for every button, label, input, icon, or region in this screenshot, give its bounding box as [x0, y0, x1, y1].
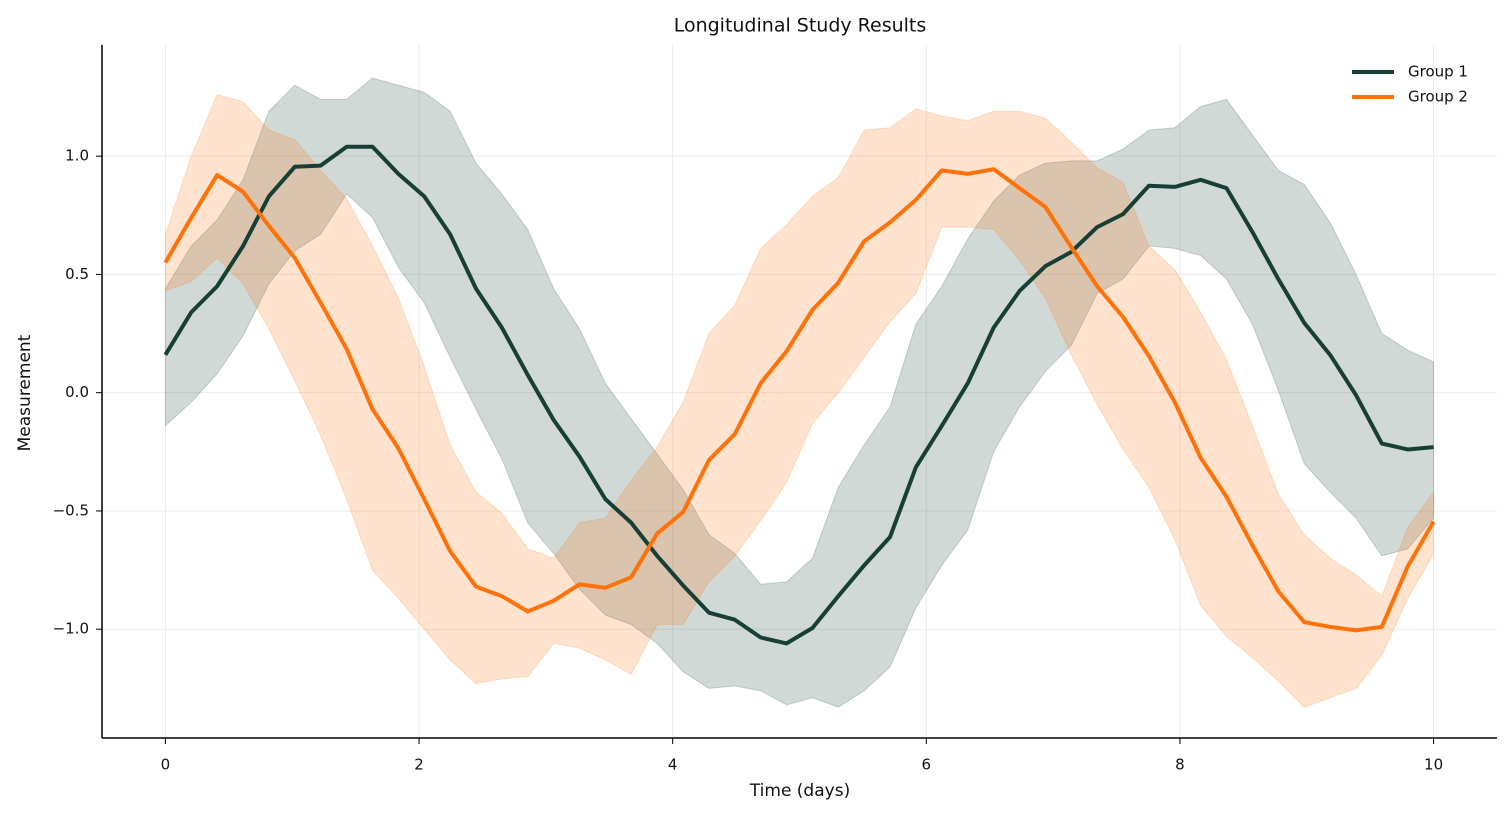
legend-label: Group 2	[1408, 88, 1468, 106]
y-tick-label: 0.0	[65, 383, 89, 401]
series-line	[163, 144, 1434, 646]
x-tick-label: 6	[922, 756, 932, 774]
series-line	[163, 167, 1436, 633]
legend-label: Group 1	[1408, 63, 1468, 81]
y-axis-label: Measurement	[15, 334, 35, 451]
x-tick-label: 4	[668, 756, 678, 774]
x-tick-label: 2	[414, 756, 424, 774]
x-tick-label: 8	[1175, 756, 1185, 774]
confidence-band	[164, 77, 1435, 708]
confidence-band	[164, 94, 1435, 708]
x-tick-label: 0	[161, 756, 171, 774]
x-tick-label: 10	[1424, 756, 1443, 774]
chart-title: Longitudinal Study Results	[674, 15, 927, 37]
y-tick-label: −0.5	[53, 501, 89, 519]
y-tick-label: −1.0	[53, 620, 89, 638]
y-tick-label: 1.0	[65, 147, 89, 165]
plot-area	[163, 77, 1436, 708]
y-tick-label: 0.5	[65, 265, 89, 283]
x-axis-label: Time (days)	[749, 781, 850, 801]
